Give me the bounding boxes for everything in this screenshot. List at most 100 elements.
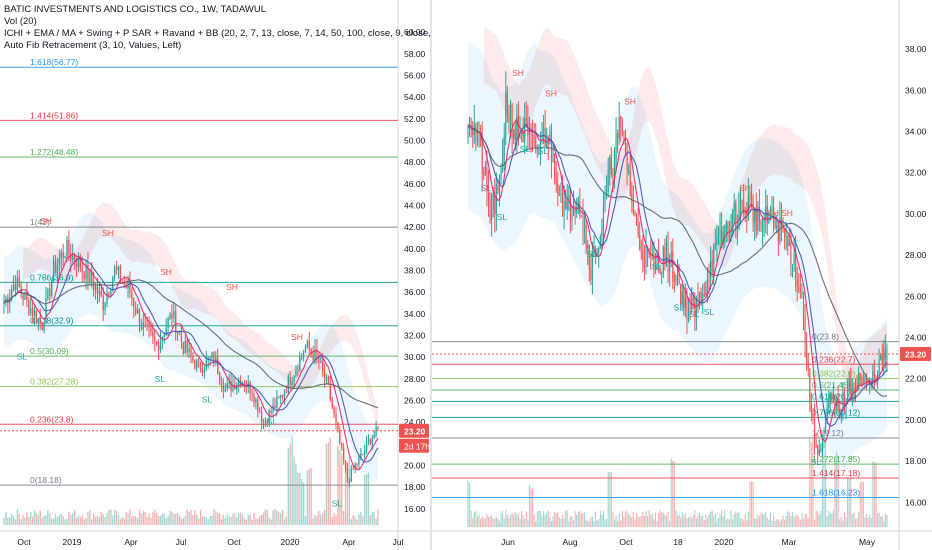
candle-body: [743, 201, 745, 212]
candle-body: [117, 266, 120, 271]
left-chart-panel[interactable]: 1.618(56.77) 1.414(51.86) 1.272(48.48) 1(42…: [0, 0, 430, 550]
candle-body: [339, 429, 341, 444]
volume-bar: [628, 514, 630, 527]
volume-bar: [538, 510, 540, 527]
volume-bar: [327, 442, 330, 525]
volume-bar: [691, 518, 693, 527]
volume-bar: [125, 511, 127, 525]
candle-body: [280, 394, 282, 398]
volume-bar: [236, 517, 238, 525]
panel-divider[interactable]: [430, 0, 432, 550]
volume-bar: [843, 512, 846, 527]
candle-body: [93, 281, 95, 291]
volume-bar: [108, 510, 110, 525]
volume-bar: [217, 512, 219, 525]
volume-bar: [743, 520, 745, 527]
volume-bar: [721, 510, 723, 527]
candle-body: [283, 391, 286, 397]
volume-bar: [681, 512, 683, 527]
y-tick-label: 54.00: [404, 92, 426, 102]
volume-bar: [639, 517, 641, 527]
volume-bar: [293, 456, 295, 525]
right-chart-panel[interactable]: 1.618(16.23)1.414(17.18)1.272(17.85)1(19…: [432, 0, 932, 550]
swing-label: SL: [17, 351, 28, 361]
volume-bar: [883, 520, 885, 527]
candle-body: [228, 381, 230, 384]
volume-bar: [295, 463, 297, 525]
candle-body: [478, 131, 480, 143]
volume-bar: [634, 519, 636, 527]
volume-bar: [511, 513, 513, 527]
candle-body: [31, 308, 34, 317]
swing-label: SH: [781, 208, 793, 218]
candle-body: [828, 401, 830, 408]
volume-bar: [320, 514, 322, 525]
volume-bar: [291, 435, 293, 525]
candle-body: [689, 307, 691, 309]
candle-body: [487, 187, 490, 200]
volume-bar: [469, 482, 471, 527]
volume-bar: [615, 515, 617, 527]
candle-body: [769, 216, 771, 219]
legend-volume[interactable]: Vol (20): [4, 16, 37, 27]
candle-body: [475, 124, 477, 141]
volume-bar: [3, 517, 5, 525]
price-axis-bg: [899, 0, 932, 550]
volume-bar: [104, 517, 106, 525]
candle-body: [865, 379, 868, 382]
legend-indicators[interactable]: ICHI + EMA / MA + Swing + P SAR + Ravand…: [4, 28, 432, 39]
volume-bar: [37, 515, 40, 525]
candle-body: [492, 195, 494, 211]
volume-bar: [266, 510, 268, 525]
volume-bar: [142, 511, 144, 525]
ichimoku-cloud: [483, 26, 887, 397]
volume-bar: [610, 472, 612, 527]
candle-body: [12, 284, 15, 290]
candle-body: [848, 378, 850, 387]
candle-body: [809, 368, 811, 403]
volume-bar: [119, 518, 122, 525]
volume-bar: [498, 520, 501, 527]
x-tick-label: Jul: [176, 537, 187, 547]
volume-bar: [495, 516, 497, 527]
legend-symbol[interactable]: BATIC INVESTMENTS AND LOGISTICS CO., 1W,…: [4, 4, 266, 15]
volume-bar: [190, 509, 192, 525]
volume-bar: [335, 514, 337, 525]
candle-body: [54, 261, 57, 274]
volume-bar: [93, 513, 95, 525]
candle-body: [96, 286, 99, 295]
volume-bar: [197, 518, 200, 525]
candle-body: [565, 200, 567, 210]
legend-fib[interactable]: Auto Fib Retracement (3, 10, Values, Lef…: [4, 40, 182, 51]
volume-bar: [110, 509, 112, 525]
volume-bar: [588, 520, 590, 527]
candle-body: [60, 252, 62, 259]
candle-body: [643, 261, 645, 269]
candle-body: [596, 252, 598, 257]
candle-body: [513, 129, 515, 139]
volume-bar: [49, 513, 51, 525]
candle-body: [352, 468, 354, 470]
candle-body: [624, 142, 627, 154]
volume-bar: [533, 514, 535, 527]
candle-body: [509, 104, 512, 122]
candle-body: [530, 128, 532, 135]
volume-bar: [684, 513, 686, 527]
candle-body: [320, 361, 322, 363]
volume-bar: [199, 510, 202, 525]
candle-body: [511, 104, 513, 139]
volume-bar: [41, 517, 43, 525]
volume-bar: [260, 514, 263, 525]
volume-bar: [287, 447, 289, 525]
candle-body: [119, 266, 122, 283]
candle-body: [209, 357, 211, 359]
volume-bar: [373, 511, 375, 525]
volume-bar: [744, 514, 746, 527]
candle-body: [686, 296, 688, 320]
volume-bar: [302, 482, 305, 525]
candle-body: [744, 211, 746, 214]
volume-bar: [799, 519, 801, 527]
candle-body: [832, 394, 834, 400]
volume-bar: [276, 510, 278, 525]
candle-body: [49, 288, 51, 297]
